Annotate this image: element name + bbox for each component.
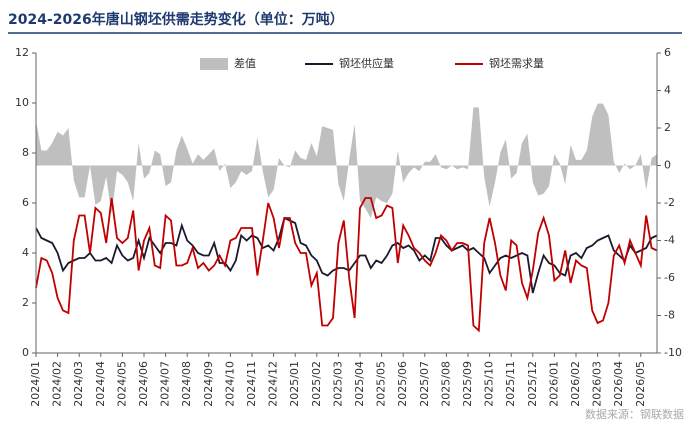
x-tick-label: 2026/02: [569, 361, 582, 407]
x-tick-label: 2025/11: [504, 361, 517, 407]
x-tick-label: 2025/07: [418, 361, 431, 407]
y-tick-label: 12: [15, 46, 29, 59]
x-tick-label: 2024/12: [267, 361, 280, 407]
x-tick-label: 2024/03: [72, 361, 85, 407]
y2-tick-label: 0: [664, 159, 671, 172]
y2-tick-label: 2: [664, 121, 671, 134]
x-tick-label: 2026/04: [612, 361, 625, 407]
area: [36, 103, 657, 218]
x-tick-label: 2024/11: [245, 361, 258, 407]
x-tick-label: 2024/01: [29, 361, 42, 407]
chart-title: 2024-2026年唐山钢坯供需走势变化（单位：万吨）: [8, 11, 344, 28]
legend-label: 钢坯需求量: [489, 57, 544, 70]
x-tick-label: 2025/05: [375, 361, 388, 407]
x-tick-label: 2024/06: [137, 361, 150, 407]
x-tick-label: 2024/10: [223, 361, 236, 407]
x-tick-label: 2024/09: [202, 361, 215, 407]
x-tick-label: 2025/10: [483, 361, 496, 407]
y-tick-label: 6: [22, 196, 29, 209]
x-tick-label: 2024/04: [94, 361, 107, 407]
legend-swatch: [200, 58, 228, 70]
y2-tick-label: 6: [664, 46, 671, 59]
x-tick-label: 2025/12: [526, 361, 539, 407]
x-tick-label: 2025/03: [331, 361, 344, 407]
x-tick-label: 2024/08: [180, 361, 193, 407]
x-tick-label: 2024/07: [159, 361, 172, 407]
y2-tick-label: -8: [664, 309, 675, 322]
y2-tick-label: -2: [664, 196, 675, 209]
x-tick-label: 2025/08: [439, 361, 452, 407]
y2-tick-label: -10: [664, 346, 682, 359]
x-tick-label: 2025/04: [353, 361, 366, 407]
source: 数据来源：钢联数据: [585, 407, 684, 421]
y-tick-label: 8: [22, 146, 29, 159]
x-tick-label: 2026/03: [591, 361, 604, 407]
y-tick-label: 4: [22, 246, 29, 259]
x-tick-label: 2025/02: [310, 361, 323, 407]
y-tick-label: 2: [22, 296, 29, 309]
y-tick-label: 0: [22, 346, 29, 359]
x-tick-label: 2024/05: [115, 361, 128, 407]
x-tick-label: 2024/02: [51, 361, 64, 407]
x-tick-label: 2026/01: [547, 361, 560, 407]
line: [35, 197, 658, 333]
x-tick-label: 2026/05: [634, 361, 647, 407]
x-tick-label: 2025/06: [396, 361, 409, 407]
legend-label: 钢坯供应量: [339, 56, 394, 70]
line: [35, 216, 658, 294]
legend-label: 差值: [234, 56, 256, 70]
y2-tick-label: 4: [664, 84, 671, 97]
y2-tick-label: -6: [664, 271, 675, 284]
x-tick-label: 2025/01: [288, 361, 301, 407]
y2-tick-label: -4: [664, 234, 675, 247]
x-tick-label: 2025/09: [461, 361, 474, 407]
y-tick-label: 10: [15, 96, 29, 109]
